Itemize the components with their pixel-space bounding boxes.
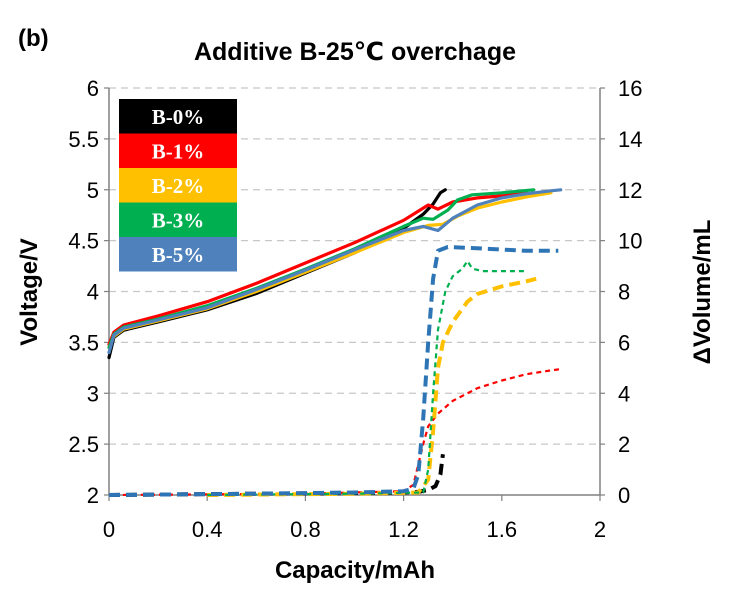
panel-label: (b) (18, 25, 49, 52)
y-tick-label: 2.5 (68, 432, 99, 457)
volume-line-b-1pct (113, 368, 561, 497)
voltage-line-b-5pct (107, 188, 563, 355)
volume-series-group (108, 245, 561, 497)
volume-line-b-2pct (207, 276, 537, 497)
legend-label: B-2% (152, 174, 205, 198)
y-tick-label: 2 (87, 483, 99, 508)
y-tick-label: 5 (87, 178, 99, 203)
legend-swatch-b-0pct (119, 99, 237, 134)
volume-line-b-3pct (207, 259, 527, 497)
volume-line-b-0pct (108, 454, 445, 497)
y-tick-label: 4.5 (68, 229, 99, 254)
legend-swatch-b-1pct (119, 133, 237, 168)
x-tick-label: 0 (103, 517, 115, 542)
y2-tick-label: 10 (618, 229, 642, 254)
y-tick-label: 4 (87, 280, 99, 305)
x-tick-label: 1.2 (388, 517, 419, 542)
y2-axis-label: ΔVolume/mL (689, 220, 716, 365)
legend: B-0% B-1% B-2% B-3% B-5% (119, 99, 237, 272)
y-axis-label: Voltage/V (16, 238, 43, 346)
y-tick-label: 6 (87, 76, 99, 101)
y2-tick-label: 2 (618, 432, 630, 457)
y2-tick-label: 14 (618, 127, 642, 152)
y2-tick-label: 12 (618, 178, 642, 203)
y2-tick-label: 8 (618, 280, 630, 305)
voltage-series-group (107, 188, 563, 360)
legend-label: B-0% (152, 105, 205, 129)
y2-tick-label: 4 (618, 381, 630, 406)
legend-label: B-3% (152, 209, 205, 233)
y-tick-label: 3 (87, 381, 99, 406)
voltage-line-b-1pct (107, 191, 528, 346)
legend-label: B-1% (152, 140, 205, 164)
legend-swatch-b-2pct (119, 168, 237, 203)
x-tick-label: 0.8 (290, 517, 321, 542)
chart-title: Additive B-25℃ overchage (194, 38, 516, 66)
x-tick-label: 2 (594, 517, 606, 542)
y-tick-label: 5.5 (68, 127, 99, 152)
x-tick-label: 1.6 (487, 517, 518, 542)
x-axis-label: Capacity/mAh (275, 557, 435, 584)
y-tick-label: 3.5 (68, 330, 99, 355)
legend-swatch-b-5pct (119, 237, 237, 272)
legend-swatch-b-3pct (119, 202, 237, 237)
volume-line-b-5pct (108, 245, 559, 497)
legend-label: B-5% (152, 243, 205, 267)
y2-tick-label: 6 (618, 330, 630, 355)
y2-tick-label: 16 (618, 76, 642, 101)
y2-tick-label: 0 (618, 483, 630, 508)
x-tick-label: 0.4 (192, 517, 223, 542)
